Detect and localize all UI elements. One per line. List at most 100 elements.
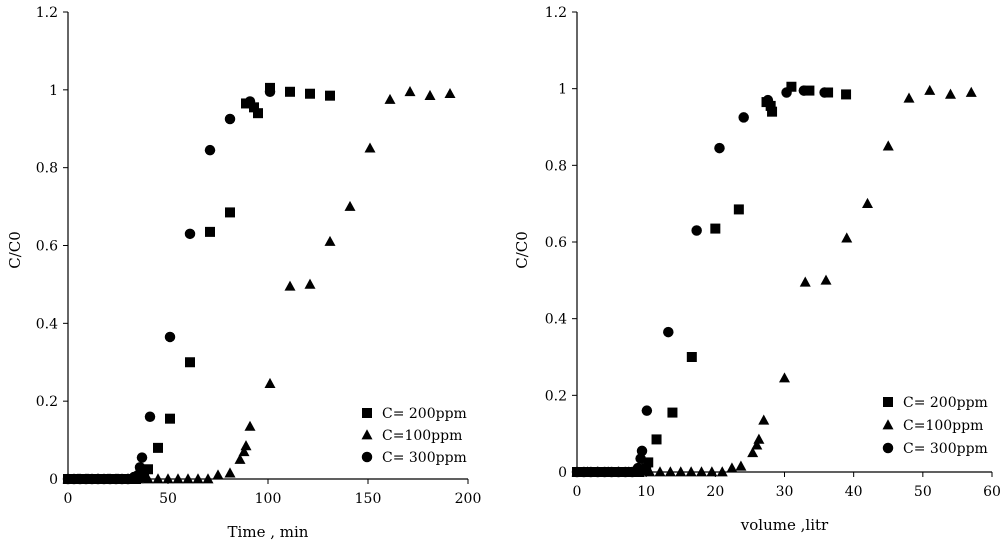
data-point-square (804, 85, 815, 96)
data-point-square (686, 352, 697, 362)
y-tick-label: 0.8 (36, 161, 58, 177)
x-axis-label: volume ,litr (740, 516, 829, 534)
data-point-triangle (384, 93, 396, 104)
x-tick-label: 0 (64, 491, 73, 507)
data-point-triangle (758, 414, 770, 425)
legend-label: C=100ppm (903, 418, 983, 434)
legend-marker-triangle (361, 429, 373, 440)
data-point-triangle (364, 142, 376, 153)
data-point-square (241, 98, 251, 109)
y-tick-label: 0.8 (545, 158, 567, 174)
x-tick-label: 30 (776, 484, 794, 500)
data-point-square (667, 407, 678, 418)
x-tick-label: 100 (255, 491, 282, 507)
x-tick-label: 50 (159, 491, 177, 507)
data-point-triangle (444, 87, 456, 99)
x-tick-label: 40 (845, 484, 863, 500)
data-point-triangle (162, 473, 174, 484)
data-point-square (165, 413, 175, 424)
data-point-triangle (882, 140, 894, 151)
data-point-circle (164, 331, 176, 343)
data-point-square (651, 434, 662, 445)
data-point-square (641, 463, 652, 474)
data-point-circle (663, 326, 674, 338)
data-point-triangle (965, 86, 977, 97)
data-point-square (823, 87, 834, 98)
y-tick-label: 0 (49, 472, 58, 488)
x-tick-label: 0 (573, 484, 582, 500)
data-point-triangle (753, 433, 765, 444)
data-point-square (643, 457, 654, 468)
data-point-triangle (238, 446, 250, 457)
data-point-square (325, 90, 335, 101)
y-tick-label: 0.2 (545, 388, 567, 404)
data-point-circle (691, 225, 702, 236)
data-point-triangle (244, 420, 256, 431)
data-point-triangle (182, 473, 194, 484)
data-point-triangle (726, 462, 738, 473)
legend-label: C= 200ppm (382, 406, 467, 422)
y-axis-label: C/C0 (513, 231, 531, 269)
data-point-triangle (862, 197, 873, 208)
data-point-square (733, 204, 744, 215)
y-tick-label: 0.6 (545, 235, 567, 251)
data-point-square (265, 82, 275, 93)
data-point-triangle (404, 86, 416, 97)
data-point-circle (636, 445, 648, 457)
y-tick-label: 1.2 (36, 5, 58, 21)
data-point-square (205, 226, 215, 237)
y-tick-label: 1.2 (545, 5, 567, 21)
data-point-square (841, 89, 852, 100)
data-point-circle (184, 228, 196, 240)
data-point-circle (134, 462, 146, 473)
data-point-square (305, 88, 315, 99)
data-point-triangle (696, 466, 707, 477)
data-point-triangle (779, 372, 790, 383)
data-point-triangle (654, 466, 666, 477)
data-point-circle (136, 452, 148, 463)
data-point-triangle (903, 92, 915, 103)
x-tick-label: 200 (455, 491, 482, 507)
y-tick-label: 1 (558, 82, 567, 98)
data-point-triangle (264, 377, 276, 388)
data-point-triangle (924, 84, 936, 95)
data-point-square (143, 464, 153, 475)
legend-marker-triangle (882, 419, 894, 430)
data-point-triangle (716, 466, 728, 477)
data-point-circle (144, 411, 156, 422)
data-point-triangle (152, 473, 164, 484)
data-point-triangle (735, 460, 747, 471)
y-tick-label: 0 (558, 465, 567, 481)
data-point-circle (641, 405, 653, 416)
y-tick-label: 0.6 (36, 239, 58, 255)
y-tick-label: 0.2 (36, 394, 58, 410)
data-point-triangle (212, 469, 224, 480)
legend-marker-square (883, 397, 893, 407)
data-point-square (139, 470, 149, 481)
data-point-square (285, 86, 295, 97)
legend-label: C= 300ppm (382, 450, 467, 466)
x-tick-label: 150 (355, 491, 382, 507)
data-point-triangle (747, 447, 759, 458)
y-tick-label: 1 (49, 83, 58, 99)
data-point-square (767, 106, 778, 117)
data-point-square (253, 108, 263, 119)
x-tick-label: 50 (914, 484, 932, 500)
breakthrough-chart-volume: 0 0.2 0.4 0.6 0.8 1 1.2 0 10 20 30 40 50 60 volume ,li… (513, 5, 1000, 534)
data-point-circle (224, 113, 236, 125)
data-point-triangle (664, 466, 676, 477)
data-point-triangle (945, 88, 956, 99)
data-point-triangle (324, 235, 336, 246)
data-point-circle (738, 112, 749, 123)
data-point-triangle (841, 232, 853, 243)
data-point-square (225, 207, 235, 218)
data-point-triangle (284, 280, 296, 291)
x-tick-label: 10 (637, 484, 655, 500)
x-tick-label: 60 (983, 484, 1000, 500)
data-point-triangle (192, 473, 204, 484)
legend-label: C= 300ppm (903, 441, 988, 457)
data-point-square (249, 102, 259, 113)
data-point-triangle (172, 473, 184, 484)
data-point-triangle (224, 467, 236, 478)
legend-label: C=100ppm (382, 428, 462, 444)
